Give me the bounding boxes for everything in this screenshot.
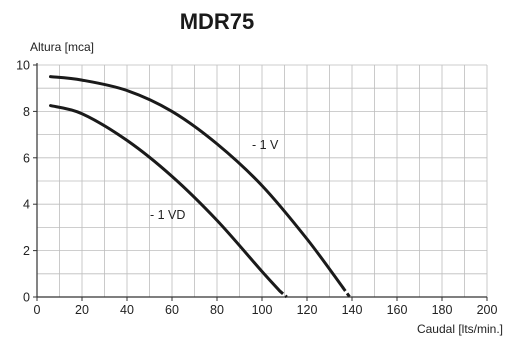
x-tick-label: 100: [252, 303, 273, 317]
y-tick-label: 2: [23, 244, 30, 258]
y-tick-label: 8: [23, 105, 30, 119]
y-tick-label: 6: [23, 151, 30, 165]
x-tick-label: 20: [75, 303, 89, 317]
x-tick-label: 60: [165, 303, 179, 317]
series-extension-dashed: [279, 290, 288, 299]
x-tick-label: 80: [210, 303, 224, 317]
series-extension-dashed: [341, 286, 351, 298]
x-tick-label: 140: [342, 303, 363, 317]
series-line: [49, 104, 282, 293]
y-tick-label: 0: [23, 291, 30, 305]
x-tick-label: 120: [297, 303, 318, 317]
x-tick-label: 180: [432, 303, 453, 317]
series-line: [49, 75, 345, 290]
grid: [36, 64, 488, 298]
y-tick-label: 10: [16, 59, 30, 73]
axes: [33, 63, 488, 301]
series-label: - 1 VD: [150, 208, 185, 222]
series-labels: - 1 V - 1 VD: [150, 138, 279, 222]
series-group: [49, 75, 351, 299]
x-tick-label: 40: [120, 303, 134, 317]
chart-title: MDR75: [180, 9, 255, 34]
tick-labels: 0 20 40 60 80 100 120 140 160 180 200 0 2 4 6 8 10: [16, 59, 497, 318]
y-axis-label: Altura [mca]: [30, 40, 94, 54]
x-tick-label: 0: [34, 303, 41, 317]
series-label: - 1 V: [252, 138, 279, 152]
x-tick-label: 160: [387, 303, 408, 317]
y-tick-label: 4: [23, 198, 30, 212]
x-axis-label: Caudal [lts/min.]: [417, 322, 503, 336]
x-tick-label: 200: [477, 303, 498, 317]
